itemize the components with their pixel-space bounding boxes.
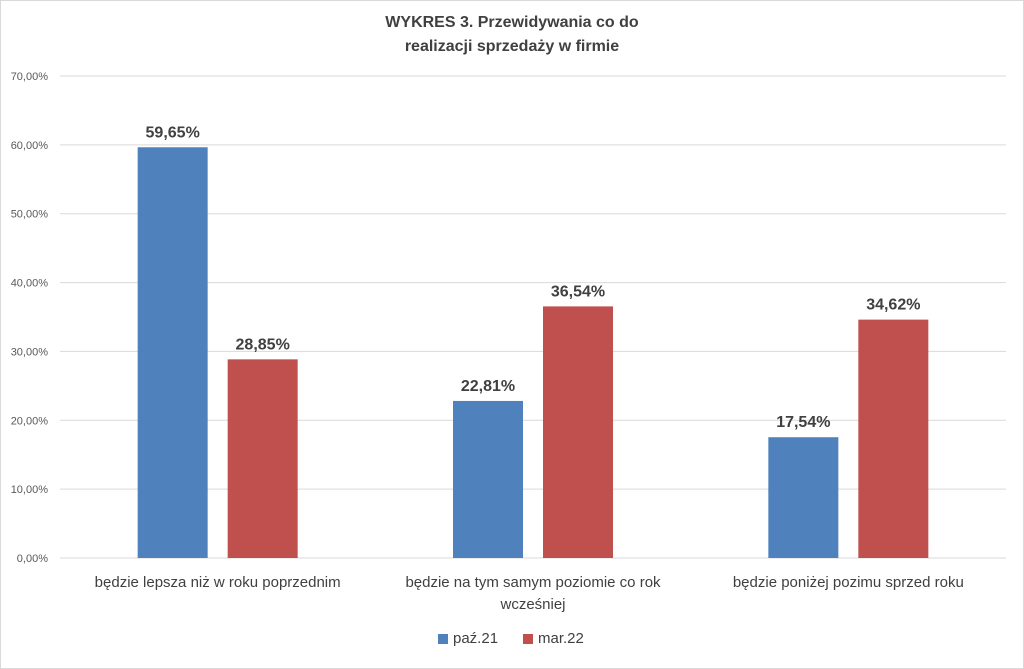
data-label: 17,54% bbox=[776, 414, 830, 431]
category-label: będzie na tym samym poziomie co rok bbox=[405, 574, 661, 591]
y-axis-ticks: 0,00% 10,00% 20,00% 30,00% 40,00% 50,00% 60,00… bbox=[11, 71, 49, 565]
data-labels: 59,65% 22,81% 17,54% 28,85% 36,54% 34,62% bbox=[146, 124, 921, 431]
gridlines bbox=[60, 75, 1006, 559]
y-tick-label: 40,00% bbox=[11, 278, 49, 290]
y-tick-label: 60,00% bbox=[11, 140, 49, 152]
legend-swatch bbox=[438, 634, 448, 644]
chart-title-line: realizacji sprzedaży w firmie bbox=[405, 38, 619, 55]
bar-paź.21-2 bbox=[768, 437, 839, 558]
bar-mar.22-0 bbox=[227, 359, 298, 558]
data-label: 59,65% bbox=[146, 124, 200, 141]
y-tick-label: 20,00% bbox=[11, 415, 49, 427]
legend: paź.21 mar.22 bbox=[438, 630, 584, 647]
data-label: 34,62% bbox=[866, 297, 920, 314]
bars bbox=[137, 147, 929, 558]
y-tick-label: 30,00% bbox=[11, 346, 49, 358]
data-label: 28,85% bbox=[236, 336, 290, 353]
x-axis-categories: będzie lepsza niż w roku poprzednim będzi… bbox=[95, 574, 964, 613]
y-tick-label: 10,00% bbox=[11, 484, 49, 496]
category-label: wcześniej bbox=[499, 596, 565, 613]
chart-title-line: WYKRES 3. Przewidywania co do bbox=[385, 14, 639, 31]
chart-title: WYKRES 3. Przewidywania co do realizacji … bbox=[385, 14, 639, 55]
data-label: 22,81% bbox=[461, 378, 515, 395]
legend-swatch bbox=[523, 634, 533, 644]
data-label: 36,54% bbox=[551, 283, 605, 300]
legend-label: paź.21 bbox=[453, 630, 498, 647]
y-tick-label: 0,00% bbox=[17, 553, 48, 565]
category-label: będzie poniżej pozimu sprzed roku bbox=[733, 574, 964, 591]
category-label: będzie lepsza niż w roku poprzednim bbox=[95, 574, 341, 591]
bar-paź.21-1 bbox=[453, 400, 523, 558]
bar-mar.22-1 bbox=[543, 306, 613, 558]
legend-label: mar.22 bbox=[538, 630, 584, 647]
y-tick-label: 70,00% bbox=[11, 71, 49, 83]
bar-paź.21-0 bbox=[137, 147, 208, 558]
bar-mar.22-2 bbox=[858, 319, 929, 558]
y-tick-label: 50,00% bbox=[11, 209, 49, 221]
